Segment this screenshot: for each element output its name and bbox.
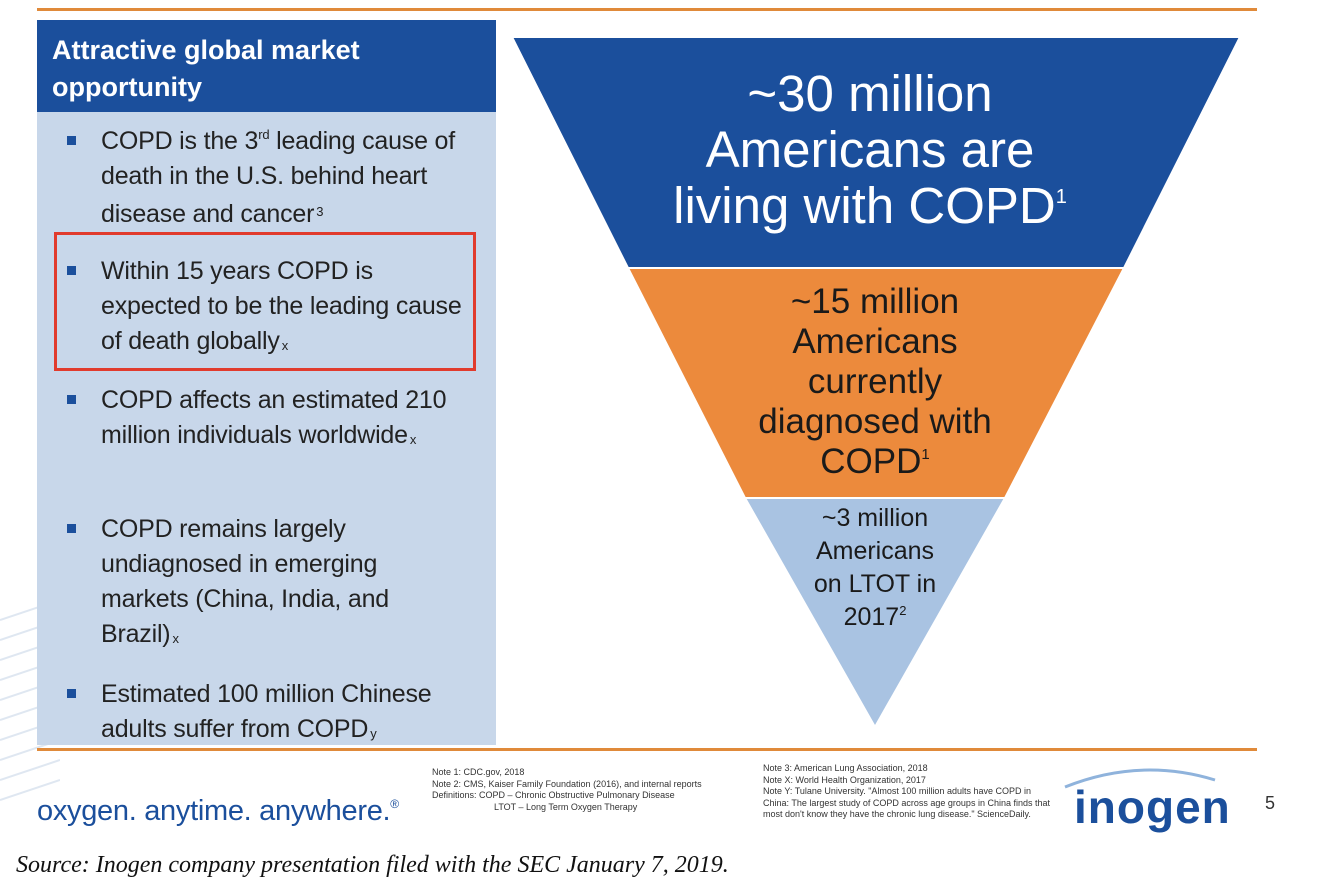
funnel-tier-1-label: ~30 million Americans are living with CO…: [673, 65, 1067, 234]
footnotes-right: Note 3: American Lung Association, 2018 …: [763, 763, 1050, 819]
bullet-square-icon: [67, 266, 76, 275]
market-opportunity-panel: Attractive global market opportunity COP…: [37, 20, 496, 745]
bullet-text: Estimated 100 million Chinese adults suf…: [101, 680, 432, 743]
slide: Attractive global market opportunity COP…: [0, 8, 1276, 833]
source-caption: Source: Inogen company presentation file…: [16, 852, 729, 878]
funnel-tier-3: [743, 497, 1007, 730]
bullet-text: COPD affects an estimated 210 million in…: [101, 386, 447, 449]
inogen-logo: inogen: [1074, 781, 1231, 833]
bullet-item: Estimated 100 million Chinese adults suf…: [67, 677, 467, 751]
funnel-diagram: [512, 37, 1240, 730]
bullet-item: COPD is the 3rd leading cause of death i…: [67, 124, 467, 232]
panel-header: Attractive global market opportunity: [37, 20, 496, 112]
decorative-stripes: [0, 600, 60, 801]
bullet-text: COPD remains largely undiagnosed in emer…: [101, 515, 390, 648]
bullet-text: Within 15 years COPD is expected to be t…: [101, 257, 462, 355]
highlight-box: [54, 232, 476, 371]
bullet-square-icon: [67, 524, 76, 533]
top-rule: [37, 8, 1257, 11]
bullet-item: Within 15 years COPD is expected to be t…: [67, 254, 467, 363]
bullet-item: COPD affects an estimated 210 million in…: [67, 383, 467, 457]
funnel-tier-3-label: ~3 million Americans on LTOT in 20172: [813, 504, 937, 631]
logo-arc-icon: [1064, 768, 1216, 789]
funnel-tier-2-label: ~15 million Americans currently diagnose…: [758, 282, 992, 481]
bullet-square-icon: [67, 689, 76, 698]
tagline: oxygen. anytime. anywhere.®: [37, 795, 399, 827]
bullet-square-icon: [67, 395, 76, 404]
page-number: 5: [1265, 793, 1276, 813]
panel-title: Attractive global market opportunity: [52, 35, 360, 102]
bullet-text: COPD is the 3rd leading cause of death i…: [101, 127, 455, 228]
bottom-rule: [37, 748, 1257, 751]
bullet-square-icon: [67, 136, 76, 145]
footnotes-left: Note 1: CDC.gov, 2018 Note 2: CMS, Kaise…: [432, 767, 702, 812]
bullet-item: COPD remains largely undiagnosed in emer…: [67, 512, 467, 656]
